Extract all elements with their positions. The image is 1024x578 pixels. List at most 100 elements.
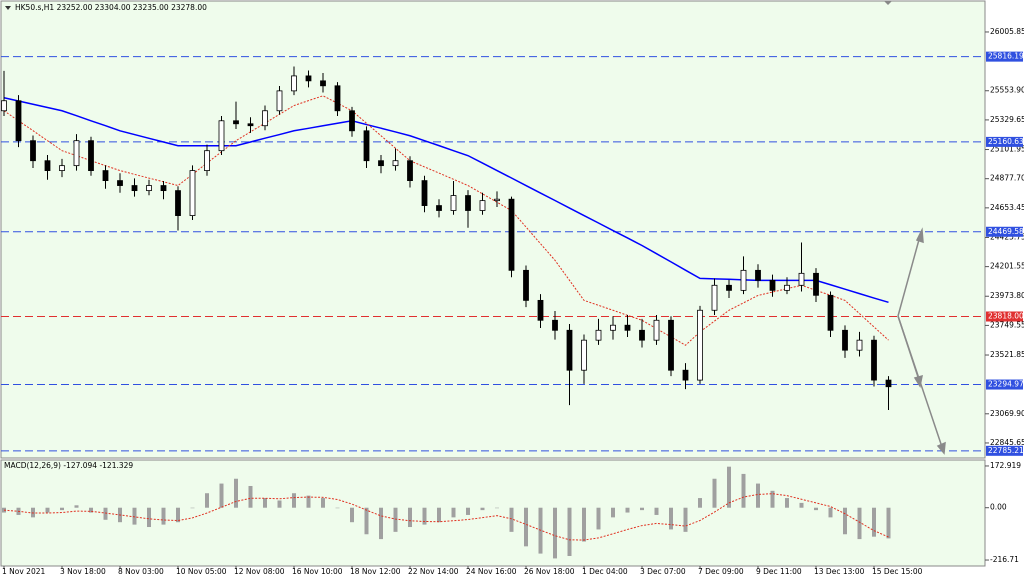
signal-line — [3, 493, 889, 541]
x-tick-label: 7 Dec 09:00 — [698, 567, 744, 576]
candle-body — [320, 80, 326, 87]
histogram-bar — [480, 507, 485, 511]
candle-body — [508, 198, 515, 271]
histogram-bar — [567, 507, 572, 556]
arrow-head — [936, 441, 946, 455]
candle-body — [798, 272, 805, 286]
candle-body — [450, 195, 457, 211]
candle-body — [160, 185, 167, 192]
candle-body — [885, 379, 892, 388]
x-tick-label: 3 Nov 18:00 — [60, 567, 106, 576]
level-box — [986, 51, 1023, 62]
candle-body — [407, 160, 413, 182]
candle-body — [479, 200, 486, 211]
y-tick-label: 22845.65 — [990, 438, 1024, 447]
histogram-bar — [509, 507, 514, 532]
y-tick-label: 0.00 — [990, 503, 1007, 512]
x-tick-label: 22 Nov 14:00 — [408, 567, 459, 576]
level-label: 25816.19 — [988, 52, 1024, 61]
candle-body — [537, 299, 544, 321]
projection-arrows — [897, 227, 946, 455]
y-tick-label: 24425.75 — [990, 232, 1024, 241]
candle-body — [44, 160, 51, 171]
histogram-bar — [393, 507, 398, 532]
y-tick-label: 24201.55 — [990, 262, 1024, 271]
candle-body — [726, 284, 732, 291]
level-label: 22785.21 — [988, 446, 1024, 455]
y-tick-label: 24877.70 — [990, 174, 1024, 183]
histogram-bar — [712, 478, 717, 508]
candle-body — [711, 284, 718, 311]
level-box — [986, 226, 1023, 237]
histogram-bar — [495, 507, 499, 509]
y-tick-label: -216.71 — [990, 555, 1019, 564]
x-tick-label: 26 Nov 18:00 — [524, 567, 575, 576]
histogram-bar — [843, 507, 847, 535]
candle-body — [117, 180, 123, 186]
histogram-bar — [60, 507, 64, 511]
level-box — [986, 445, 1023, 456]
level-label: 25160.63 — [988, 137, 1024, 146]
candle-body — [566, 329, 573, 371]
candle-body — [334, 85, 341, 112]
histogram-bar — [292, 493, 296, 508]
histogram-bar — [364, 507, 369, 535]
histogram-bar — [190, 507, 195, 509]
candle-body — [349, 110, 355, 132]
histogram-bar — [756, 483, 760, 508]
x-tick-label: 10 Nov 05:00 — [176, 567, 227, 576]
candle-body — [305, 75, 312, 82]
histogram-bar — [698, 498, 702, 508]
y-tick-label: 23973.80 — [990, 291, 1024, 300]
candle-body — [363, 130, 370, 162]
candle-body — [88, 140, 94, 171]
histogram-bar — [640, 507, 644, 511]
y-tick-label: 23521.85 — [990, 350, 1024, 359]
arrow-down — [897, 315, 943, 448]
candle-body — [175, 190, 181, 216]
histogram-bar — [161, 507, 166, 525]
candle-body — [436, 205, 442, 211]
candle-body — [610, 324, 616, 331]
histogram-bar — [234, 478, 238, 508]
candle-body — [813, 272, 819, 296]
candle-body — [842, 329, 848, 351]
candle-body — [73, 140, 80, 167]
histogram-bar — [785, 498, 789, 508]
x-tick-label: 1 Dec 04:00 — [582, 567, 628, 576]
candle-body — [262, 110, 268, 127]
histogram-bar — [350, 507, 354, 523]
x-tick-label: 3 Dec 07:00 — [640, 567, 686, 576]
candle-body — [247, 123, 254, 127]
histogram-bar — [408, 507, 412, 528]
candle-body — [146, 185, 152, 192]
histogram-bar — [45, 507, 50, 513]
histogram-bar — [89, 507, 93, 513]
y-tick-label: 23749.55 — [990, 320, 1024, 329]
marks: 26005.85 25553.90 25329.65 25101.95 24877.70… — [1, 27, 1024, 576]
histogram-bar — [74, 505, 79, 508]
histogram-bar — [437, 507, 441, 523]
x-tick-label: 12 Nov 08:00 — [234, 567, 285, 576]
histogram-bar — [176, 507, 180, 523]
histogram-bar — [335, 507, 340, 509]
histogram-bar — [611, 507, 615, 518]
candle-body — [276, 90, 283, 112]
histogram-bar — [799, 502, 804, 508]
candle-body — [755, 269, 761, 281]
candle-body — [291, 75, 297, 92]
candle-body — [653, 319, 660, 341]
histogram-bar — [625, 507, 630, 513]
histogram-bar — [770, 490, 775, 508]
histogram-bar — [379, 507, 383, 540]
histogram-bar — [828, 507, 833, 518]
x-tick-label: 8 Nov 03:00 — [118, 567, 164, 576]
level-label: 24469.58 — [988, 227, 1024, 236]
candle-body — [189, 170, 196, 216]
candle-body — [769, 279, 776, 291]
moving-average — [3, 95, 889, 346]
histogram-bar — [451, 507, 456, 518]
candle-body — [581, 339, 587, 371]
histogram-bar — [814, 507, 818, 511]
histogram-bar — [582, 507, 586, 542]
